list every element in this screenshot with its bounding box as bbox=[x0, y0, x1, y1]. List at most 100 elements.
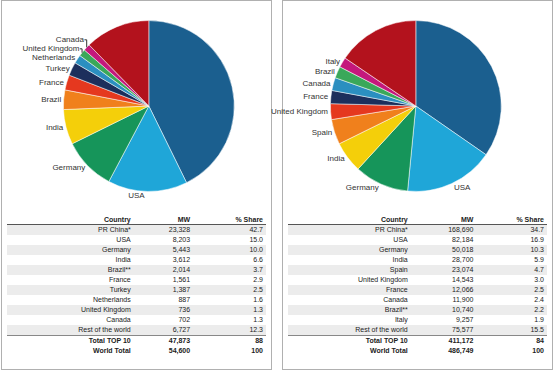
html-text:702: 702 bbox=[178, 316, 191, 323]
svg-text:Turkey: Turkey bbox=[45, 64, 69, 73]
html-text:15.0: 15.0 bbox=[249, 236, 263, 243]
html-text:Country: Country bbox=[380, 215, 408, 223]
html-text:47,873: 47,873 bbox=[168, 337, 191, 344]
html-text:Netherlands: Netherlands bbox=[93, 296, 131, 303]
html-text:Germany: Germany bbox=[379, 246, 408, 253]
html-text:2.9: 2.9 bbox=[253, 276, 263, 283]
html-text:28,700: 28,700 bbox=[452, 256, 474, 263]
html-text:2.2: 2.2 bbox=[534, 306, 544, 313]
html-text:100: 100 bbox=[251, 347, 263, 354]
html-text:1.9: 1.9 bbox=[534, 316, 544, 323]
html-text:Canada: Canada bbox=[106, 316, 131, 323]
html-text:12,066: 12,066 bbox=[452, 286, 474, 293]
html-text:54,600: 54,600 bbox=[168, 347, 191, 354]
html-text:% Share: % Share bbox=[235, 215, 263, 223]
html-text:84: 84 bbox=[536, 337, 544, 344]
html-text:2.4: 2.4 bbox=[534, 296, 544, 303]
html-text:411,172: 411,172 bbox=[448, 337, 474, 344]
html-text:1.3: 1.3 bbox=[253, 316, 263, 323]
html-text:1.3: 1.3 bbox=[253, 306, 263, 313]
html-text:10.0: 10.0 bbox=[249, 246, 263, 253]
html-text:MW: MW bbox=[177, 215, 191, 223]
html-text:15.5: 15.5 bbox=[530, 326, 544, 333]
html-text:34.7: 34.7 bbox=[530, 226, 544, 233]
html-text:USA: USA bbox=[393, 236, 408, 243]
svg-text:France: France bbox=[303, 92, 328, 101]
html-text:168,690: 168,690 bbox=[448, 226, 474, 233]
html-text:Rest of the world: Rest of the world bbox=[355, 326, 408, 333]
svg-text:Canada: Canada bbox=[56, 35, 85, 44]
html-text:12.3: 12.3 bbox=[249, 326, 263, 333]
html-text:16.9: 16.9 bbox=[530, 236, 544, 243]
html-text:% Share: % Share bbox=[516, 215, 544, 223]
html-text:1,387: 1,387 bbox=[172, 286, 191, 293]
html-text:88: 88 bbox=[255, 337, 263, 344]
html-text:MW: MW bbox=[461, 215, 474, 223]
html-text:82,184: 82,184 bbox=[452, 236, 474, 243]
html-text:3.7: 3.7 bbox=[253, 266, 263, 273]
html-text:2.5: 2.5 bbox=[253, 286, 263, 293]
html-text:France: France bbox=[386, 286, 408, 293]
svg-text:India: India bbox=[46, 123, 64, 132]
html-text:23,074: 23,074 bbox=[452, 266, 474, 273]
html-text:United Kingdom: United Kingdom bbox=[358, 276, 408, 283]
html-text:11,900: 11,900 bbox=[452, 296, 474, 303]
html-text:14,543: 14,543 bbox=[452, 276, 474, 283]
svg-text:Canada: Canada bbox=[302, 79, 331, 88]
html-text:736: 736 bbox=[178, 306, 191, 313]
svg-text:Germany: Germany bbox=[346, 183, 379, 192]
html-text:India: India bbox=[115, 256, 131, 263]
html-text:6.6: 6.6 bbox=[253, 256, 263, 263]
svg-text:India: India bbox=[327, 154, 345, 163]
html-text:10,740: 10,740 bbox=[452, 306, 474, 313]
html-text:PR China*: PR China* bbox=[375, 226, 408, 233]
html-text:USA: USA bbox=[116, 236, 131, 243]
svg-text:USA: USA bbox=[454, 183, 471, 192]
svg-text:United Kingdom: United Kingdom bbox=[23, 44, 80, 53]
svg-text:Spain: Spain bbox=[312, 128, 332, 137]
html-text:Total TOP 10: Total TOP 10 bbox=[88, 337, 131, 344]
svg-text:Brazil: Brazil bbox=[41, 95, 61, 104]
html-text:50,018: 50,018 bbox=[452, 246, 474, 253]
svg-text:France: France bbox=[39, 78, 64, 87]
html-text:India: India bbox=[392, 256, 408, 263]
html-text:42.7: 42.7 bbox=[249, 226, 263, 233]
html-text:4.7: 4.7 bbox=[534, 266, 544, 273]
html-text:75,577: 75,577 bbox=[452, 326, 474, 333]
html-text:3.0: 3.0 bbox=[534, 276, 544, 283]
html-text:1,561: 1,561 bbox=[172, 276, 191, 283]
html-text:23,328: 23,328 bbox=[168, 226, 191, 233]
html-text:5,443: 5,443 bbox=[172, 246, 191, 253]
svg-text:United Kingdom: United Kingdom bbox=[271, 107, 328, 116]
svg-text:Brazil: Brazil bbox=[315, 67, 335, 76]
html-text:1.6: 1.6 bbox=[253, 296, 263, 303]
html-text:10.3: 10.3 bbox=[530, 246, 544, 253]
html-text:World Total: World Total bbox=[369, 347, 408, 354]
html-text:8,203: 8,203 bbox=[172, 236, 191, 243]
html-text:Rest of the world: Rest of the world bbox=[78, 326, 131, 333]
html-text:3,612: 3,612 bbox=[172, 256, 191, 263]
html-text:Turkey: Turkey bbox=[109, 286, 131, 293]
html-text:887: 887 bbox=[178, 296, 191, 303]
html-text:France: France bbox=[109, 276, 131, 283]
html-text:PR China*: PR China* bbox=[98, 226, 131, 233]
html-text:United Kingdom: United Kingdom bbox=[81, 306, 131, 313]
html-text:9,257: 9,257 bbox=[455, 316, 474, 323]
html-text:Country: Country bbox=[103, 215, 131, 223]
html-text:Brazil**: Brazil** bbox=[384, 306, 408, 313]
html-text:Canada: Canada bbox=[383, 296, 408, 303]
html-text:6,727: 6,727 bbox=[172, 326, 191, 333]
html-text:Spain: Spain bbox=[389, 266, 408, 273]
html-text:5.9: 5.9 bbox=[534, 256, 544, 263]
html-text:Germany: Germany bbox=[102, 246, 131, 253]
html-text:Total TOP 10: Total TOP 10 bbox=[365, 337, 408, 344]
html-text:2.5: 2.5 bbox=[534, 286, 544, 293]
svg-text:USA: USA bbox=[128, 191, 145, 200]
html-text:Italy: Italy bbox=[394, 316, 408, 323]
html-text:2,014: 2,014 bbox=[172, 266, 191, 273]
svg-text:Italy: Italy bbox=[325, 57, 340, 66]
svg-text:Netherlands: Netherlands bbox=[32, 53, 75, 62]
html-text:World Total: World Total bbox=[92, 347, 131, 354]
html-text:Brazil**: Brazil** bbox=[107, 266, 131, 273]
svg-text:Germany: Germany bbox=[52, 163, 85, 172]
